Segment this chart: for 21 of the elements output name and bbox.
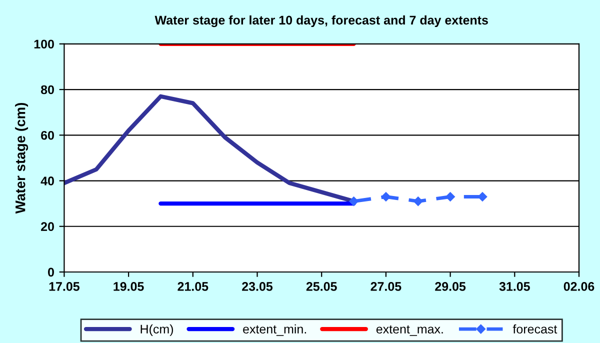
x-tick-label: 17.05 bbox=[49, 282, 80, 291]
legend-label: H(cm) bbox=[140, 324, 173, 336]
x-tick-label: 25.05 bbox=[306, 282, 337, 291]
y-tick-label: 80 bbox=[40, 85, 54, 94]
y-tick-label: 100 bbox=[34, 40, 54, 49]
x-tick-label: 19.05 bbox=[114, 282, 144, 291]
x-tick-label: 02.06 bbox=[564, 282, 594, 291]
legend-label: extent_min. bbox=[243, 324, 306, 336]
chart-title: Water stage for later 10 days, forecast and 7 day extents bbox=[154, 15, 488, 28]
y-tick-label: 40 bbox=[40, 176, 54, 186]
x-tick-label: 29.05 bbox=[435, 282, 466, 291]
x-tick-label: 31.05 bbox=[499, 282, 530, 291]
legend-label: extent_max. bbox=[376, 325, 443, 336]
y-tick-label: 60 bbox=[41, 130, 54, 140]
y-tick-label: 20 bbox=[41, 222, 54, 232]
y-axis-title: Water stage (cm) bbox=[15, 102, 28, 214]
legend-label: forecast bbox=[512, 324, 558, 334]
x-tick-label: 21.05 bbox=[178, 282, 208, 291]
x-tick-label: 23.05 bbox=[242, 282, 273, 291]
x-tick-label: 27.05 bbox=[370, 282, 402, 291]
y-tick-label: 0 bbox=[48, 268, 54, 277]
